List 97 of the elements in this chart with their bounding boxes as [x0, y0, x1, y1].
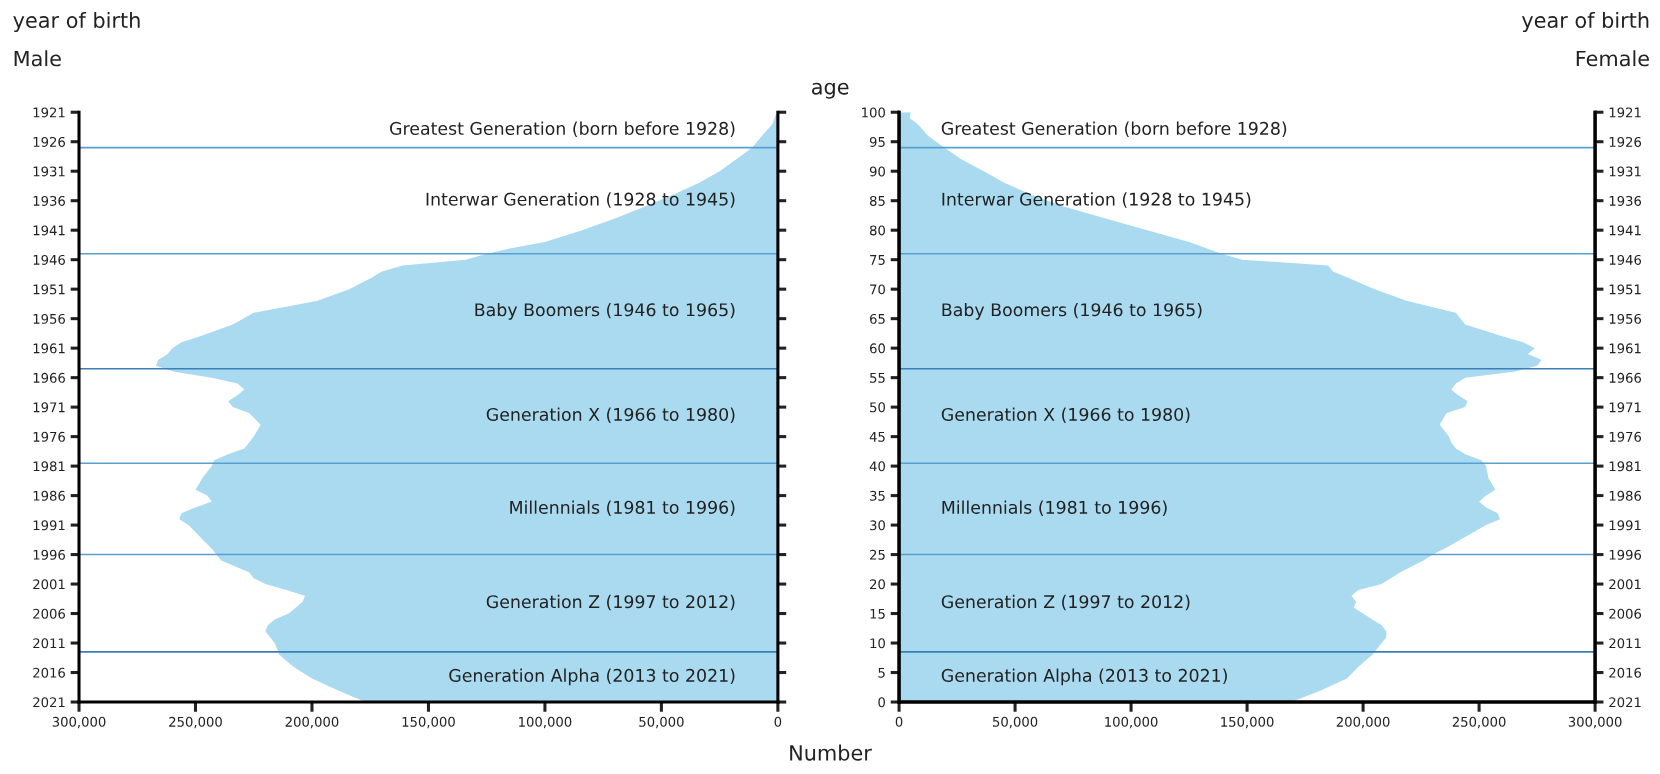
y2-tick-label: 1996	[1609, 549, 1642, 560]
x-axis-title: Number	[790, 744, 872, 761]
annotation: Greatest Generation (born before 1928)	[390, 121, 735, 137]
y-tick-label: 1976	[33, 431, 65, 442]
y-tick-label: 1961	[33, 343, 65, 354]
y2-tick-label: 1971	[1609, 402, 1641, 413]
y-tick-label: 75	[870, 255, 885, 265]
y2-tick-label: 1926	[1609, 136, 1642, 147]
annotation: Generation Z (1997 to 2012)	[486, 594, 735, 611]
y-tick-label: 15	[870, 608, 885, 619]
x-tick-label: 300,000	[1568, 716, 1622, 729]
annotation: Greatest Generation (born before 1928)	[941, 121, 1287, 137]
y-tick-label: 55	[870, 373, 885, 383]
x-tick-label: 200,000	[1336, 716, 1390, 729]
x-tick-label: 50,000	[639, 716, 684, 729]
y2-tick-label: 2011	[1609, 638, 1641, 649]
y2-tick-label: 1946	[1609, 254, 1642, 265]
y2-tick-label: 1921	[1609, 107, 1641, 118]
annotation: Generation X (1966 to 1980)	[486, 407, 735, 424]
y-tick-label: 5	[878, 667, 885, 678]
y-axis-title: age	[811, 82, 849, 99]
y2-tick-label: 1941	[1609, 225, 1641, 236]
annotation: Generation Alpha (2013 to 2021)	[941, 668, 1227, 686]
y2-tick-label: 1936	[1609, 195, 1642, 206]
x-tick-label: 150,000	[402, 716, 455, 729]
y-tick-label: 70	[870, 284, 885, 295]
y-tick-label: 1981	[33, 461, 65, 472]
y-tick-label: 1971	[33, 402, 65, 413]
y-tick-label: 1986	[33, 490, 65, 501]
annotation: Millennials (1981 to 1996)	[510, 500, 735, 516]
annotation: Generation X (1966 to 1980)	[941, 407, 1190, 424]
y-tick-label: 1951	[33, 284, 65, 295]
y2-tick-label: 2006	[1609, 608, 1642, 619]
y2-tick-label: 1956	[1609, 313, 1642, 324]
y2-tick-label: 1931	[1609, 166, 1641, 177]
x-tick-label: 150,000	[1221, 716, 1274, 729]
y-tick-label: 10	[870, 638, 885, 649]
y-tick-label: 1956	[33, 313, 65, 324]
x-tick-label: 250,000	[1452, 716, 1506, 729]
y-tick-label: 2016	[33, 667, 65, 678]
y-axis-title: year of birth	[13, 11, 140, 33]
y-tick-label: 50	[870, 402, 885, 413]
y-tick-label: 1941	[33, 225, 65, 236]
y-tick-label: 1921	[33, 107, 65, 118]
y-tick-label: 1946	[33, 254, 65, 265]
y2-tick-label: 1976	[1609, 431, 1642, 442]
x-tick-label: 0	[774, 716, 782, 727]
chart-title: Male	[14, 50, 61, 67]
y-tick-label: 1936	[33, 195, 65, 206]
y2-axis-title: year of birth	[1521, 11, 1649, 33]
y-tick-label: 1926	[33, 136, 65, 147]
annotation: Generation Z (1997 to 2012)	[941, 594, 1190, 611]
x-tick-label: 0	[895, 716, 903, 727]
y2-tick-label: 1986	[1609, 490, 1642, 501]
y2-tick-label: 2001	[1609, 579, 1641, 590]
x-tick-label: 100,000	[1105, 716, 1158, 729]
annotation: Baby Boomers (1946 to 1965)	[942, 302, 1202, 320]
y-tick-label: 0	[878, 697, 885, 708]
annotation: Millennials (1981 to 1996)	[942, 500, 1167, 516]
y-tick-label: 20	[870, 579, 885, 590]
y2-tick-label: 1991	[1609, 520, 1641, 531]
y2-tick-label: 1951	[1609, 284, 1641, 295]
y-tick-label: 60	[869, 343, 885, 354]
y-tick-label: 100	[862, 107, 885, 118]
y-tick-label: 1931	[33, 166, 65, 177]
y2-tick-label: 2016	[1609, 667, 1642, 678]
y-tick-label: 45	[869, 432, 885, 442]
annotation: Generation Alpha (2013 to 2021)	[449, 668, 735, 686]
y-tick-label: 40	[869, 461, 885, 472]
y-tick-label: 90	[869, 166, 885, 177]
x-tick-label: 200,000	[285, 716, 339, 729]
y-tick-label: 65	[869, 313, 885, 324]
y-tick-label: 35	[870, 490, 885, 501]
x-tick-label: 250,000	[169, 716, 222, 729]
y-tick-label: 25	[870, 549, 885, 560]
y2-tick-label: 1981	[1609, 461, 1641, 472]
y-tick-label: 2021	[33, 697, 65, 708]
chart-title: Female	[1576, 50, 1649, 67]
y-tick-label: 2001	[33, 579, 65, 590]
y-tick-label: 1991	[33, 520, 65, 531]
x-tick-label: 50,000	[993, 716, 1038, 729]
y-tick-label: 1996	[33, 549, 65, 560]
y2-tick-label: 1961	[1609, 343, 1641, 354]
y-tick-label: 95	[869, 136, 885, 147]
x-tick-label: 100,000	[519, 716, 572, 729]
y-tick-label: 2011	[33, 638, 65, 649]
y2-tick-label: 2021	[1609, 697, 1641, 708]
y-tick-label: 85	[869, 195, 885, 206]
y-tick-label: 30	[870, 520, 885, 531]
y-tick-label: 2006	[33, 608, 65, 619]
y-tick-label: 1966	[33, 372, 65, 383]
y-tick-label: 80	[869, 225, 885, 236]
annotation: Interwar Generation (1928 to 1945)	[426, 192, 735, 208]
x-tick-label: 300,000	[52, 716, 106, 729]
annotation: Baby Boomers (1946 to 1965)	[475, 302, 735, 320]
y2-tick-label: 1966	[1609, 372, 1642, 383]
annotation: Interwar Generation (1928 to 1945)	[942, 192, 1251, 208]
